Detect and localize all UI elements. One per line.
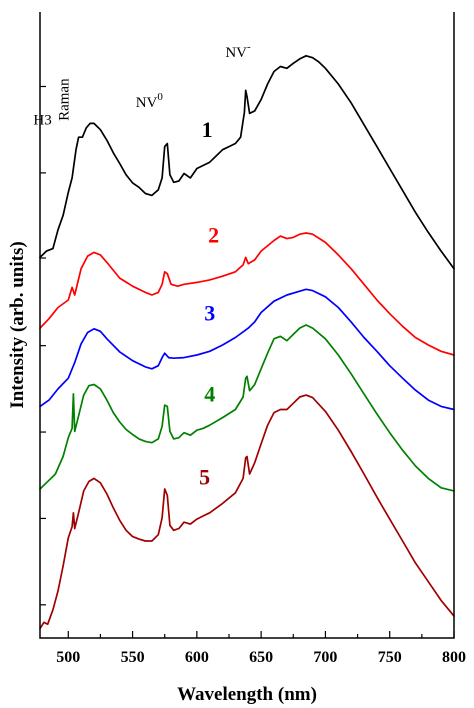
annotation-text: Raman xyxy=(56,78,72,121)
series-label-1: 1 xyxy=(202,117,213,142)
series-line-4 xyxy=(39,324,455,492)
axis-layer: 500 550 600 650 700 750 800 Wavelength (nm) Inte… xyxy=(7,12,466,705)
annotation-superscript: - xyxy=(247,41,251,53)
annotation-text: H3 xyxy=(33,113,51,129)
annotation-raman: Raman xyxy=(56,78,72,121)
series-label-5: 5 xyxy=(199,465,210,490)
series-line-3 xyxy=(39,288,455,411)
annotation-text: NV xyxy=(136,95,158,111)
axes-frame xyxy=(39,12,455,639)
series-line-1 xyxy=(39,54,455,270)
annotation-nv-sup: NV- xyxy=(225,41,251,61)
annotation-superscript: 0 xyxy=(157,91,163,103)
series-label-2: 2 xyxy=(208,222,219,247)
x-tick-label-600: 600 xyxy=(185,649,209,666)
series-label-4: 4 xyxy=(204,381,215,406)
x-tick-label-700: 700 xyxy=(313,649,337,666)
x-tick-label-500: 500 xyxy=(56,649,80,666)
series-line-2 xyxy=(39,232,455,356)
annotation-text: NV xyxy=(225,45,247,61)
annotation-h3: H3 xyxy=(33,113,51,129)
series-line-5 xyxy=(39,394,455,630)
x-tick-label-750: 750 xyxy=(378,649,402,666)
series-label-3: 3 xyxy=(204,301,215,326)
x-tick-label-550: 550 xyxy=(121,649,145,666)
series-layer: 1 2 3 4 5 xyxy=(39,54,455,630)
x-axis-title: Wavelength (nm) xyxy=(177,684,317,705)
annotation-nv-sup: NV0 xyxy=(136,91,164,111)
y-axis-title: Intensity (arb. units) xyxy=(7,241,28,408)
x-tick-label-650: 650 xyxy=(249,649,273,666)
x-tick-label-800: 800 xyxy=(442,649,466,666)
